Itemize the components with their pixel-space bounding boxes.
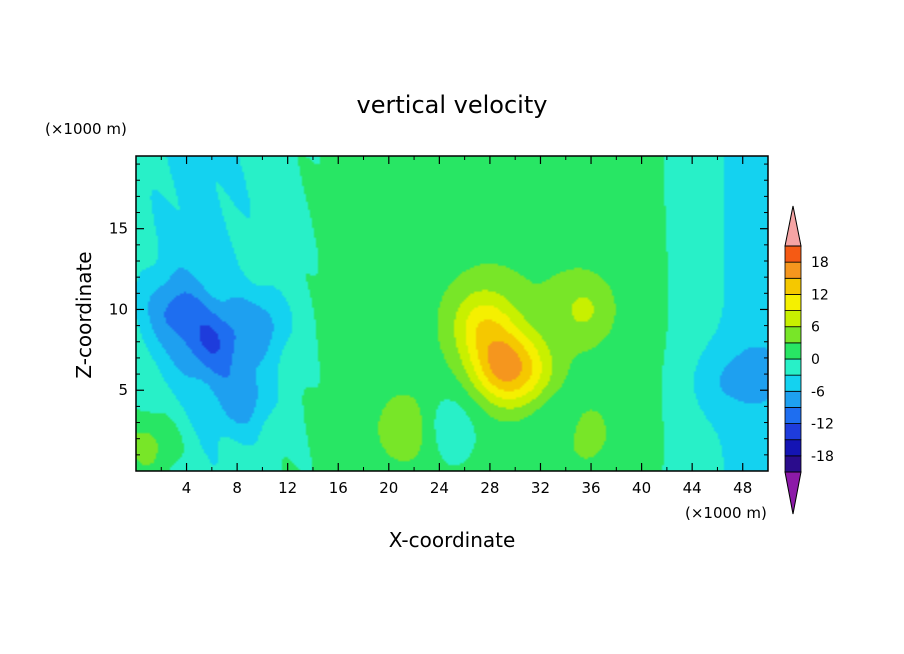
colorbar-tick-label: -6 [811, 384, 825, 400]
x-tick-label: 36 [581, 479, 600, 497]
colorbar: 18 12 6 0 -6 -12 -18 [784, 205, 834, 515]
colorbar-tick-label: 0 [811, 352, 820, 368]
field-plot [136, 156, 768, 471]
colorbar-swatch [784, 294, 802, 311]
colorbar-swatch [784, 439, 802, 457]
colorbar-swatch [784, 342, 802, 360]
x-tick-label: 32 [531, 479, 550, 497]
x-tick-label: 12 [278, 479, 297, 497]
y-axis-label: Z-coordinate [72, 251, 96, 378]
colorbar-tick-label: -12 [811, 417, 834, 433]
chart-title: vertical velocity [357, 91, 548, 119]
x-tick-label: 40 [632, 479, 651, 497]
colorbar-swatch [784, 455, 802, 473]
plot-frame [135, 155, 769, 472]
contour-field [136, 156, 768, 471]
colorbar-tick-label: 6 [811, 320, 820, 336]
colorbar-swatch [784, 277, 802, 295]
x-axis-label: X-coordinate [389, 528, 516, 552]
y-axis-unit: (×1000 m) [45, 120, 127, 138]
x-tick-label: 44 [683, 479, 702, 497]
colorbar-swatch [784, 407, 802, 424]
colorbar-swatch [784, 358, 802, 376]
colorbar-swatch [784, 326, 802, 344]
colorbar-under-triangle [784, 471, 802, 515]
colorbar-swatch [784, 374, 802, 392]
x-tick-label: 16 [329, 479, 348, 497]
colorbar-tick-label: -18 [811, 449, 834, 465]
x-tick-label: 48 [733, 479, 752, 497]
x-tick-label: 8 [232, 479, 242, 497]
y-tick-label: 15 [109, 220, 128, 238]
x-tick-label: 24 [430, 479, 449, 497]
colorbar-swatch [784, 310, 802, 328]
colorbar-tick-label: 12 [811, 287, 829, 303]
y-tick-label: 10 [109, 300, 128, 318]
colorbar-over-triangle [784, 205, 802, 247]
colorbar-swatch [784, 261, 802, 279]
x-axis-unit: (×1000 m) [685, 504, 767, 522]
x-tick-label: 4 [182, 479, 192, 497]
colorbar-tick-label: 18 [811, 255, 829, 271]
x-tick-label: 28 [480, 479, 499, 497]
colorbar-swatch [784, 390, 802, 408]
colorbar-swatch [784, 245, 802, 263]
colorbar-swatch [784, 423, 802, 441]
x-tick-label: 20 [379, 479, 398, 497]
y-tick-label: 5 [118, 381, 128, 399]
